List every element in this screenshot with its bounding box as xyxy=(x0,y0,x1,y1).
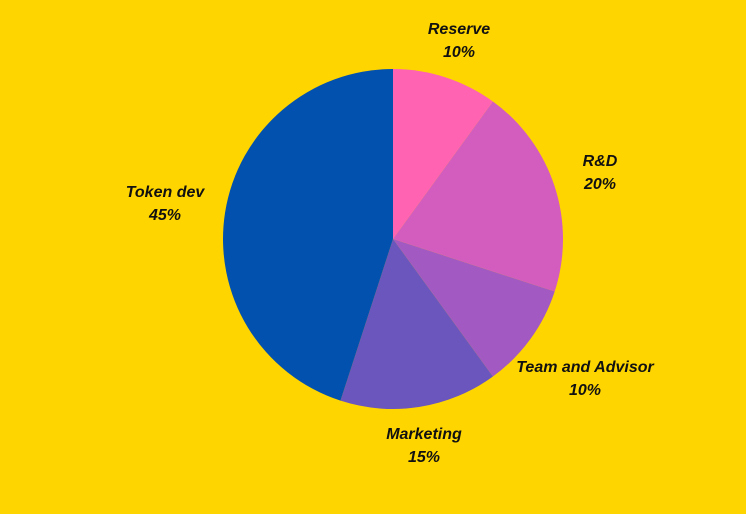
slice-randd xyxy=(393,101,563,292)
label-reserve-value: 10% xyxy=(443,44,475,61)
label-reserve-name: Reserve xyxy=(428,21,490,38)
label-token-dev-value: 45% xyxy=(148,207,181,224)
label-team-and-advisor-value: 10% xyxy=(569,382,601,399)
slice-team-and-advisor xyxy=(393,239,555,377)
label-marketing: Marketing 15% xyxy=(386,426,462,466)
label-randd: R&D 20% xyxy=(583,153,618,193)
label-token-dev-name: Token dev xyxy=(126,184,206,201)
label-team-and-advisor-name: Team and Advisor xyxy=(516,359,654,376)
slice-reserve xyxy=(393,69,493,239)
slice-labels: Reserve 10% R&D 20% Team and Advisor 10% Marke… xyxy=(126,21,655,466)
label-team-and-advisor: Team and Advisor 10% xyxy=(516,359,654,399)
label-randd-value: 20% xyxy=(583,176,616,193)
label-marketing-name: Marketing xyxy=(386,426,462,443)
label-reserve: Reserve 10% xyxy=(428,21,490,61)
label-marketing-value: 15% xyxy=(408,449,440,466)
slice-marketing xyxy=(340,239,493,409)
label-token-dev: Token dev 45% xyxy=(126,184,206,224)
pie-slices xyxy=(223,69,563,409)
label-randd-name: R&D xyxy=(583,153,618,170)
slice-token-dev xyxy=(223,69,393,401)
